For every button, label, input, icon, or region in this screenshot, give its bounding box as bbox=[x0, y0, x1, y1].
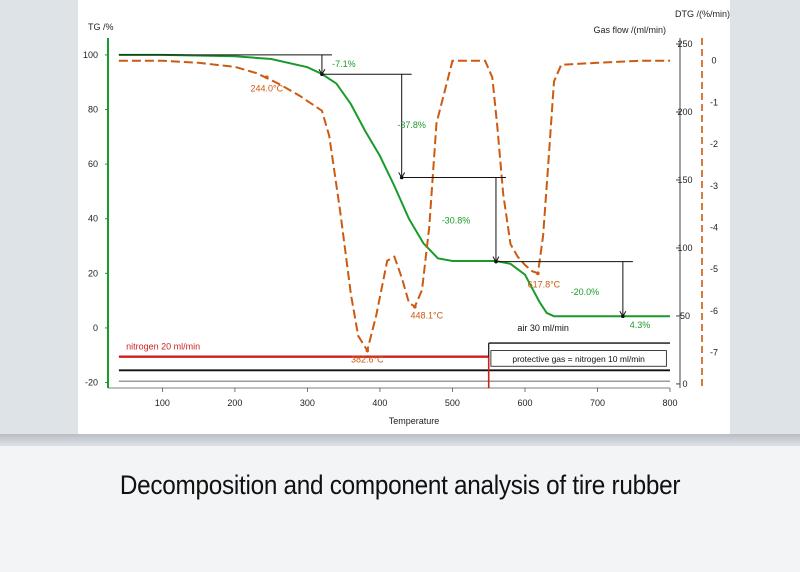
x-tick-label: 100 bbox=[155, 398, 170, 408]
flow-label-protective: protective gas = nitrogen 10 ml/min bbox=[512, 354, 645, 364]
x-tick-label: 700 bbox=[590, 398, 605, 408]
dtg-tick-label: -6 bbox=[710, 306, 718, 316]
x-tick-label: 500 bbox=[445, 398, 460, 408]
tg-tick-label: -20 bbox=[85, 378, 98, 388]
peak-marker bbox=[265, 75, 269, 80]
tg-tick-label: 40 bbox=[88, 214, 98, 224]
peak-label: 244.0°C bbox=[250, 83, 283, 93]
caption: Decomposition and component analysis of … bbox=[119, 470, 681, 500]
mass-loss-point bbox=[399, 175, 404, 180]
mass-loss-label: -30.8% bbox=[442, 216, 471, 226]
flow-label-nitrogen: nitrogen 20 ml/min bbox=[126, 342, 200, 352]
gas-flow-lines bbox=[118, 342, 670, 388]
dtg-tick-label: 0 bbox=[711, 56, 716, 66]
gas-flow-tick-label: 50 bbox=[680, 311, 690, 321]
x-tick-label: 400 bbox=[372, 398, 387, 408]
peak-marker bbox=[413, 304, 417, 309]
peak-label: 617.8°C bbox=[528, 279, 561, 289]
tg-tick-label: 60 bbox=[88, 159, 98, 169]
tg-tick-label: 20 bbox=[88, 268, 98, 278]
dtg-tick-label: -7 bbox=[710, 348, 718, 358]
mass-loss-label: -7.1% bbox=[332, 59, 356, 69]
tg-curve bbox=[118, 53, 670, 318]
tg-axis-label: TG /% bbox=[88, 22, 114, 32]
caption-band bbox=[0, 446, 800, 572]
x-tick-label: 200 bbox=[227, 398, 242, 408]
peak-label: 448.1°C bbox=[411, 311, 444, 321]
tg-tick-label: 80 bbox=[88, 105, 98, 115]
dtg-tick-label: -4 bbox=[710, 222, 718, 232]
x-tick-label: 300 bbox=[300, 398, 315, 408]
dtg-tick-label: -1 bbox=[710, 97, 718, 107]
x-tick-label: 600 bbox=[517, 398, 532, 408]
peak-marker bbox=[536, 271, 540, 276]
mass-loss-label: -37.8% bbox=[397, 120, 426, 130]
peak-label: 382.6°C bbox=[351, 354, 384, 364]
residue-label: 4.3% bbox=[630, 320, 651, 330]
axes-layer: 100 200 300 400 500 600 700 800-200204060801000… bbox=[83, 38, 718, 408]
mass-loss-brackets bbox=[118, 54, 633, 318]
shadow-strip bbox=[0, 434, 800, 446]
peak-marker bbox=[365, 348, 370, 353]
gas-flow-tick-label: 0 bbox=[682, 379, 687, 389]
gas-flow-tick-label: 150 bbox=[677, 175, 692, 185]
gas-flow-tick-label: 200 bbox=[677, 107, 692, 117]
x-tick-label: 800 bbox=[662, 398, 677, 408]
annotation-layer: -7.1% -37.8% -30.8% -20.0% 4.3% 244.0°C 382.6°… bbox=[126, 59, 667, 367]
mass-loss-point bbox=[621, 314, 625, 318]
mass-loss-label: -20.0% bbox=[571, 287, 600, 297]
gas-flow-tick-label: 250 bbox=[677, 39, 692, 49]
tg-tick-label: 100 bbox=[83, 50, 98, 60]
flow-label-box bbox=[490, 350, 667, 367]
x-axis-label: Temperature bbox=[389, 416, 440, 426]
dtg-axis-label: DTG /(%/min) bbox=[675, 9, 730, 19]
dtg-tick-label: -2 bbox=[710, 139, 718, 149]
flow-label-air: air 30 ml/min bbox=[517, 323, 569, 333]
dtg-tick-label: -5 bbox=[710, 264, 718, 274]
gas-flow-axis-label: Gas flow /(ml/min) bbox=[593, 25, 666, 35]
tga-chart: 100 200 300 400 500 600 700 800-200204060801000… bbox=[83, 9, 730, 426]
dtg-tick-label: -3 bbox=[710, 181, 718, 191]
series-layer bbox=[118, 53, 670, 354]
tg-tick-label: 0 bbox=[93, 323, 98, 333]
dtg-curve bbox=[118, 59, 670, 354]
gas-flow-tick-label: 100 bbox=[677, 243, 692, 253]
